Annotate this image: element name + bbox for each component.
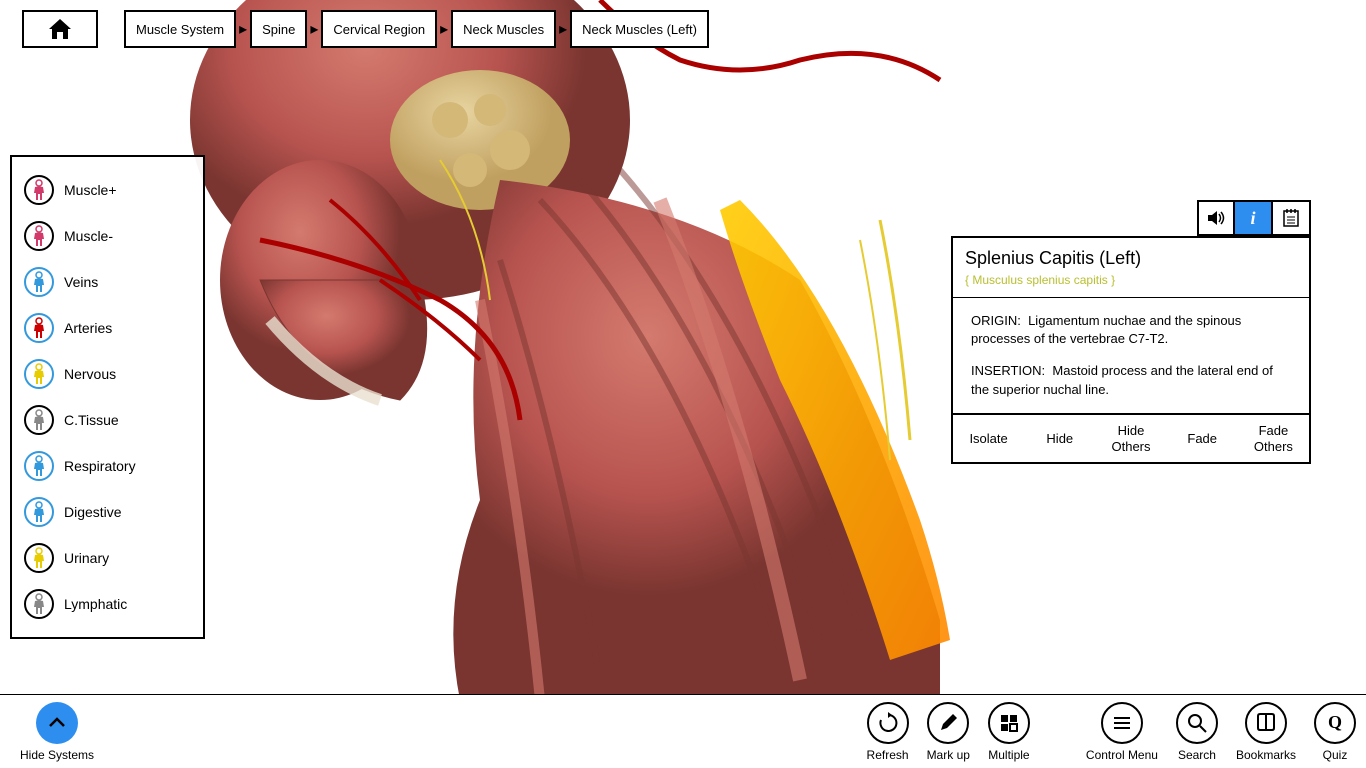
system-label: Muscle- [64, 228, 113, 244]
chevron-up-icon [48, 717, 66, 729]
system-label: Nervous [64, 366, 116, 382]
system-label: Veins [64, 274, 98, 290]
body-icon [24, 405, 54, 435]
speaker-icon [1206, 209, 1226, 227]
body-icon [24, 221, 54, 251]
system-item-respiratory[interactable]: Respiratory [18, 443, 197, 489]
menu-icon [1101, 702, 1143, 744]
home-icon [47, 17, 73, 41]
system-label: Arteries [64, 320, 112, 336]
anatomy-viewport[interactable] [180, 0, 1000, 700]
bookmarks-icon [1245, 702, 1287, 744]
refresh-button[interactable]: Refresh [867, 702, 909, 762]
info-body: ORIGIN: Ligamentum nuchae and the spinou… [953, 298, 1309, 413]
mark-up-button[interactable]: Mark up [927, 702, 970, 762]
bottom-bar: Hide Systems Refresh Mark up Multiple Contr… [0, 694, 1366, 768]
fade-others-button[interactable]: Fade Others [1238, 415, 1309, 462]
system-item-veins[interactable]: Veins [18, 259, 197, 305]
hide-systems-button[interactable]: Hide Systems [20, 702, 94, 762]
search-button[interactable]: Search [1176, 702, 1218, 762]
fade-button[interactable]: Fade [1167, 415, 1238, 462]
system-item-nervous[interactable]: Nervous [18, 351, 197, 397]
home-button[interactable] [22, 10, 98, 48]
quiz-button[interactable]: QQuiz [1314, 702, 1356, 762]
audio-tab[interactable] [1197, 200, 1235, 236]
chevron-right-icon: ▸ [556, 10, 570, 48]
breadcrumb-item[interactable]: Cervical Region [321, 10, 437, 48]
body-icon [24, 589, 54, 619]
markup-icon [927, 702, 969, 744]
notepad-icon [1282, 208, 1300, 228]
body-icon [24, 543, 54, 573]
top-bar: Muscle System ▸ Spine ▸ Cervical Region … [22, 10, 709, 48]
systems-panel: Muscle+ Muscle- Veins Arteries Nervous C.Tiss… [10, 155, 205, 639]
info-tab[interactable]: i [1235, 200, 1273, 236]
info-subtitle: { Musculus splenius capitis } [965, 273, 1297, 287]
system-label: Muscle+ [64, 182, 117, 198]
breadcrumb-item[interactable]: Neck Muscles [451, 10, 556, 48]
chevron-right-icon: ▸ [307, 10, 321, 48]
system-label: Digestive [64, 504, 122, 520]
system-item-arteries[interactable]: Arteries [18, 305, 197, 351]
info-panel: i Splenius Capitis (Left) { Musculus spl… [951, 200, 1311, 464]
breadcrumb: Muscle System ▸ Spine ▸ Cervical Region … [124, 10, 709, 48]
svg-text:Q: Q [1328, 712, 1342, 732]
body-icon [24, 497, 54, 527]
breadcrumb-item[interactable]: Neck Muscles (Left) [570, 10, 709, 48]
system-label: C.Tissue [64, 412, 119, 428]
body-icon [24, 267, 54, 297]
multiple-icon [988, 702, 1030, 744]
system-label: Lymphatic [64, 596, 127, 612]
isolate-button[interactable]: Isolate [953, 415, 1024, 462]
system-label: Urinary [64, 550, 109, 566]
control-menu-button[interactable]: Control Menu [1086, 702, 1158, 762]
refresh-icon [867, 702, 909, 744]
info-title: Splenius Capitis (Left) [965, 248, 1297, 269]
system-item-digestive[interactable]: Digestive [18, 489, 197, 535]
breadcrumb-item[interactable]: Spine [250, 10, 307, 48]
bookmarks-button[interactable]: Bookmarks [1236, 702, 1296, 762]
system-item-lymphatic[interactable]: Lymphatic [18, 581, 197, 627]
system-label: Respiratory [64, 458, 136, 474]
body-icon [24, 359, 54, 389]
body-icon [24, 313, 54, 343]
hide-button[interactable]: Hide [1024, 415, 1095, 462]
system-item-muscle[interactable]: Muscle+ [18, 167, 197, 213]
hide-others-button[interactable]: Hide Others [1095, 415, 1166, 462]
system-item-muscle[interactable]: Muscle- [18, 213, 197, 259]
body-icon [24, 451, 54, 481]
multiple-button[interactable]: Multiple [988, 702, 1030, 762]
notes-tab[interactable] [1273, 200, 1311, 236]
quiz-icon: Q [1314, 702, 1356, 744]
system-item-urinary[interactable]: Urinary [18, 535, 197, 581]
system-item-ctissue[interactable]: C.Tissue [18, 397, 197, 443]
breadcrumb-item[interactable]: Muscle System [124, 10, 236, 48]
chevron-right-icon: ▸ [437, 10, 451, 48]
chevron-right-icon: ▸ [236, 10, 250, 48]
body-icon [24, 175, 54, 205]
search-icon [1176, 702, 1218, 744]
